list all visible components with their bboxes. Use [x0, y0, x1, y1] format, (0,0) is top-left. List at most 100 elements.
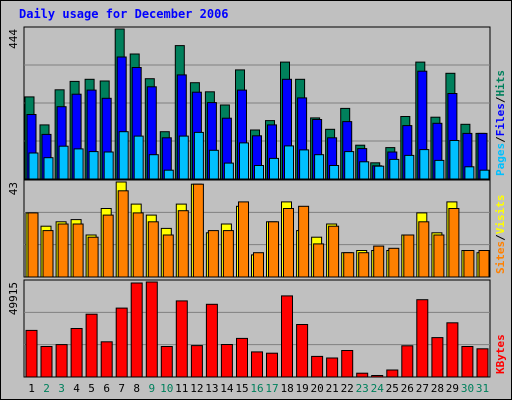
top-bar-pages-20 [314, 154, 325, 180]
top-bar-pages-1 [28, 152, 39, 180]
bottom-bar-kbytes-17 [266, 352, 278, 378]
bottom-bar-kbytes-22 [341, 350, 354, 378]
top-bar-pages-6 [103, 151, 114, 180]
day-label-16: 16 [250, 382, 263, 395]
day-label-22: 22 [341, 382, 354, 395]
top-bar-pages-31 [479, 169, 490, 180]
top-ymax-label: 444 [7, 29, 20, 49]
top-bar-pages-8 [133, 135, 144, 180]
day-label-12: 12 [190, 382, 203, 395]
day-label-11: 11 [175, 382, 188, 395]
bottom-bar-kbytes-28 [431, 337, 444, 378]
top-bar-pages-24 [374, 165, 385, 180]
bottom-bar-kbytes-13 [205, 303, 218, 378]
bottom-bar-kbytes-31 [476, 348, 489, 378]
middle-bar-sites-16 [253, 252, 264, 278]
legend-entry-pages: Pages [494, 143, 507, 176]
legend-entry-kbytes: KBytes [494, 334, 507, 374]
bottom-bar-kbytes-25 [386, 369, 399, 378]
top-bar-pages-17 [269, 157, 279, 180]
middle-bar-sites-4 [72, 223, 84, 278]
day-label-1: 1 [28, 382, 35, 395]
bottom-bar-kbytes-8 [130, 282, 143, 378]
middle-bar-sites-13 [207, 230, 219, 278]
day-label-28: 28 [431, 382, 444, 395]
top-bar-pages-29 [449, 140, 460, 180]
day-label-3: 3 [58, 382, 65, 395]
middle-bar-sites-9 [147, 221, 159, 278]
legend-separator: / [494, 96, 507, 103]
bottom-bar-kbytes-21 [326, 357, 339, 378]
day-label-6: 6 [103, 382, 110, 395]
day-label-18: 18 [280, 382, 293, 395]
top-bar-pages-30 [464, 166, 475, 180]
day-label-15: 15 [235, 382, 248, 395]
bottom-bar-kbytes-15 [236, 337, 248, 378]
legend-entry-visits: Visits [494, 195, 507, 235]
day-label-9: 9 [148, 382, 155, 395]
bottom-bar-kbytes-3 [55, 344, 68, 378]
bottom-legend: KBytes [494, 334, 507, 374]
legend-separator: / [494, 234, 507, 241]
top-bar-pages-16 [254, 165, 264, 180]
day-label-30: 30 [461, 382, 474, 395]
top-bar-pages-22 [344, 151, 355, 180]
bottom-bar-kbytes-16 [251, 351, 263, 378]
bottom-bar-kbytes-20 [311, 355, 324, 378]
middle-bar-sites-18 [283, 208, 294, 278]
top-bar-pages-26 [404, 154, 415, 180]
day-label-7: 7 [118, 382, 125, 395]
bottom-bar-kbytes-6 [100, 341, 113, 378]
middle-bar-sites-15 [238, 201, 249, 278]
middle-bar-sites-1 [27, 212, 39, 278]
legend-separator: / [494, 136, 507, 143]
top-bar-pages-14 [223, 162, 234, 180]
bottom-bar-kbytes-24 [371, 375, 384, 378]
bottom-bar-kbytes-30 [461, 346, 474, 378]
top-bar-pages-23 [359, 161, 370, 180]
day-label-23: 23 [356, 382, 369, 395]
top-bar-pages-21 [329, 165, 340, 180]
top-bar-pages-10 [163, 169, 174, 180]
day-label-13: 13 [205, 382, 218, 395]
day-label-19: 19 [295, 382, 308, 395]
day-label-26: 26 [401, 382, 414, 395]
middle-bar-sites-8 [132, 212, 144, 278]
middle-bar-sites-25 [388, 247, 400, 278]
top-bar-pages-25 [389, 158, 400, 180]
legend-entry-sites: Sites [494, 241, 507, 274]
bottom-ymax-label: 49915 [7, 282, 20, 315]
day-label-31: 31 [476, 382, 489, 395]
middle-legend: Sites/Visits [494, 195, 507, 275]
middle-ymax-label: 43 [7, 182, 20, 195]
middle-bar-sites-17 [268, 221, 279, 278]
legend-entry-files: Files [494, 103, 507, 136]
day-label-24: 24 [371, 382, 385, 395]
middle-bar-sites-22 [343, 252, 355, 278]
day-label-4: 4 [73, 382, 80, 395]
middle-bar-sites-19 [298, 205, 310, 278]
middle-bar-sites-3 [57, 223, 69, 278]
top-bar-pages-13 [208, 149, 219, 180]
day-label-20: 20 [310, 382, 323, 395]
day-label-29: 29 [446, 382, 459, 395]
middle-bar-sites-20 [313, 243, 325, 278]
top-legend: Pages/Files/Hits [494, 70, 507, 176]
bottom-bar-kbytes-18 [281, 295, 293, 378]
middle-bar-sites-31 [478, 250, 490, 278]
day-label-25: 25 [386, 382, 399, 395]
top-bar-pages-5 [88, 151, 99, 180]
day-label-27: 27 [416, 382, 429, 395]
day-label-10: 10 [160, 382, 173, 395]
bottom-bar-kbytes-1 [25, 329, 38, 378]
bottom-bar-kbytes-2 [40, 346, 53, 378]
top-bar-pages-27 [419, 149, 430, 180]
middle-bar-sites-12 [192, 183, 204, 278]
bottom-bar-kbytes-29 [446, 322, 459, 378]
middle-bar-sites-21 [328, 225, 340, 278]
bottom-bar-kbytes-23 [356, 372, 369, 378]
top-bar-pages-9 [148, 154, 159, 180]
legend-entry-hits: Hits [494, 70, 507, 97]
top-bar-pages-7 [118, 131, 129, 180]
